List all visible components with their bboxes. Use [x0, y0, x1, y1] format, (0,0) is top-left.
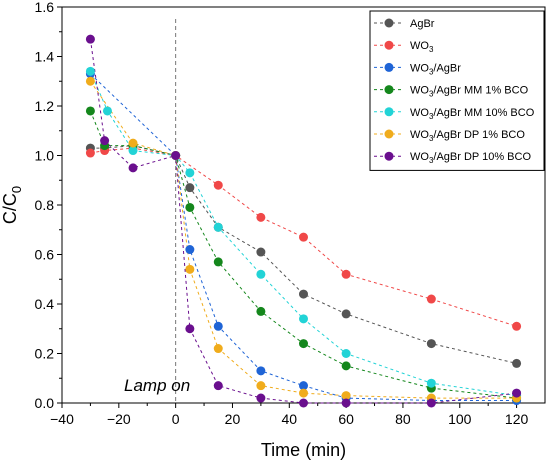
- data-point: [256, 269, 266, 279]
- legend-swatch-marker: [384, 40, 394, 50]
- series-line-5: [89, 81, 517, 399]
- legend-box: [369, 10, 545, 171]
- data-point: [299, 381, 308, 391]
- lamp-on-annotation: Lamp on: [124, 376, 190, 395]
- data-point: [426, 378, 436, 388]
- data-point: [85, 66, 95, 76]
- data-point: [341, 398, 351, 408]
- data-point: [213, 321, 223, 331]
- x-tick-label: 100: [448, 411, 472, 427]
- series-points-layer: [85, 34, 522, 408]
- data-point: [185, 324, 195, 334]
- y-tick-label: 1.0: [35, 148, 55, 164]
- data-point: [299, 314, 308, 324]
- data-point: [128, 163, 138, 173]
- y-axis-title-subscript: 0: [9, 186, 24, 193]
- data-point: [256, 247, 266, 257]
- annotation-layer: Lamp on: [124, 376, 190, 395]
- x-tick-label: 60: [338, 411, 354, 427]
- data-point: [102, 106, 112, 116]
- data-point: [341, 349, 351, 358]
- legend-label: AgBr: [410, 18, 435, 30]
- legend: AgBr WO3 WO3/AgBr WO3/AgBr MM 1% BCO WO3/AgB…: [369, 10, 545, 171]
- data-point: [341, 269, 351, 279]
- data-point: [341, 361, 351, 371]
- legend-label: WO3/AgBr: [410, 62, 461, 76]
- x-tick-label: −20: [107, 411, 131, 427]
- data-point: [512, 358, 522, 368]
- legend-swatch-marker: [384, 18, 394, 28]
- y-tick-label: 0.4: [35, 296, 55, 312]
- data-point: [426, 339, 436, 349]
- data-point: [512, 388, 522, 398]
- data-point: [85, 34, 95, 44]
- x-tick-label: −40: [50, 411, 74, 427]
- legend-swatch-marker: [384, 85, 394, 95]
- x-tick-label: 80: [395, 411, 411, 427]
- data-point: [100, 136, 110, 146]
- data-point: [213, 257, 223, 267]
- legend-label: WO3: [410, 40, 434, 54]
- y-tick-label: 0.0: [35, 395, 55, 411]
- data-point: [256, 306, 266, 316]
- data-point: [185, 202, 195, 212]
- legend-label: WO3/AgBr DP 1% BCO: [410, 129, 525, 143]
- data-point: [299, 339, 308, 349]
- legend-swatch-marker: [384, 151, 394, 161]
- data-point: [256, 381, 266, 391]
- data-point: [426, 294, 436, 304]
- series-line-1: [90, 147, 517, 327]
- y-tick-label: 0.2: [35, 346, 55, 362]
- legend-swatch-marker: [384, 107, 394, 117]
- legend-label: WO3/AgBr MM 1% BCO: [410, 85, 529, 99]
- data-point: [341, 391, 351, 401]
- data-point: [256, 212, 266, 222]
- series-line-6: [89, 39, 517, 404]
- data-point: [185, 183, 195, 193]
- data-point: [128, 138, 138, 148]
- y-tick-label: 1.2: [35, 98, 55, 114]
- data-point: [85, 76, 95, 86]
- data-point: [85, 106, 95, 116]
- x-tick-label: 0: [172, 411, 180, 427]
- data-point: [256, 366, 266, 376]
- y-tick-label: 0.6: [35, 247, 55, 263]
- y-tick-label: 0.8: [35, 197, 55, 213]
- data-point: [213, 222, 223, 232]
- data-point: [299, 289, 308, 299]
- data-point: [185, 264, 195, 274]
- y-tick-label: 1.6: [35, 0, 55, 15]
- data-point: [299, 398, 308, 408]
- data-point: [341, 309, 351, 319]
- data-point: [426, 398, 436, 408]
- data-point: [213, 180, 223, 190]
- data-point: [256, 393, 266, 403]
- data-point: [512, 321, 522, 331]
- legend-label: WO3/AgBr MM 10% BCO: [410, 107, 535, 121]
- data-point: [185, 245, 195, 255]
- y-axis-title: C/C0: [0, 186, 24, 224]
- data-point: [299, 232, 308, 242]
- x-tick-label: 120: [505, 411, 529, 427]
- data-point: [299, 388, 308, 398]
- data-point: [128, 146, 138, 156]
- x-tick-label: 20: [225, 411, 241, 427]
- y-tick-label: 1.4: [35, 49, 55, 65]
- series-line-0: [90, 145, 517, 364]
- x-tick-label: 40: [282, 411, 298, 427]
- data-point: [85, 148, 95, 158]
- legend-swatch-marker: [384, 129, 394, 139]
- data-point: [171, 151, 181, 160]
- legend-swatch-marker: [384, 62, 394, 72]
- data-point: [213, 381, 223, 391]
- data-point: [185, 168, 195, 178]
- data-point: [213, 344, 223, 354]
- legend-label: WO3/AgBr DP 10% BCO: [410, 151, 531, 165]
- x-axis-title: Time (min): [261, 440, 346, 460]
